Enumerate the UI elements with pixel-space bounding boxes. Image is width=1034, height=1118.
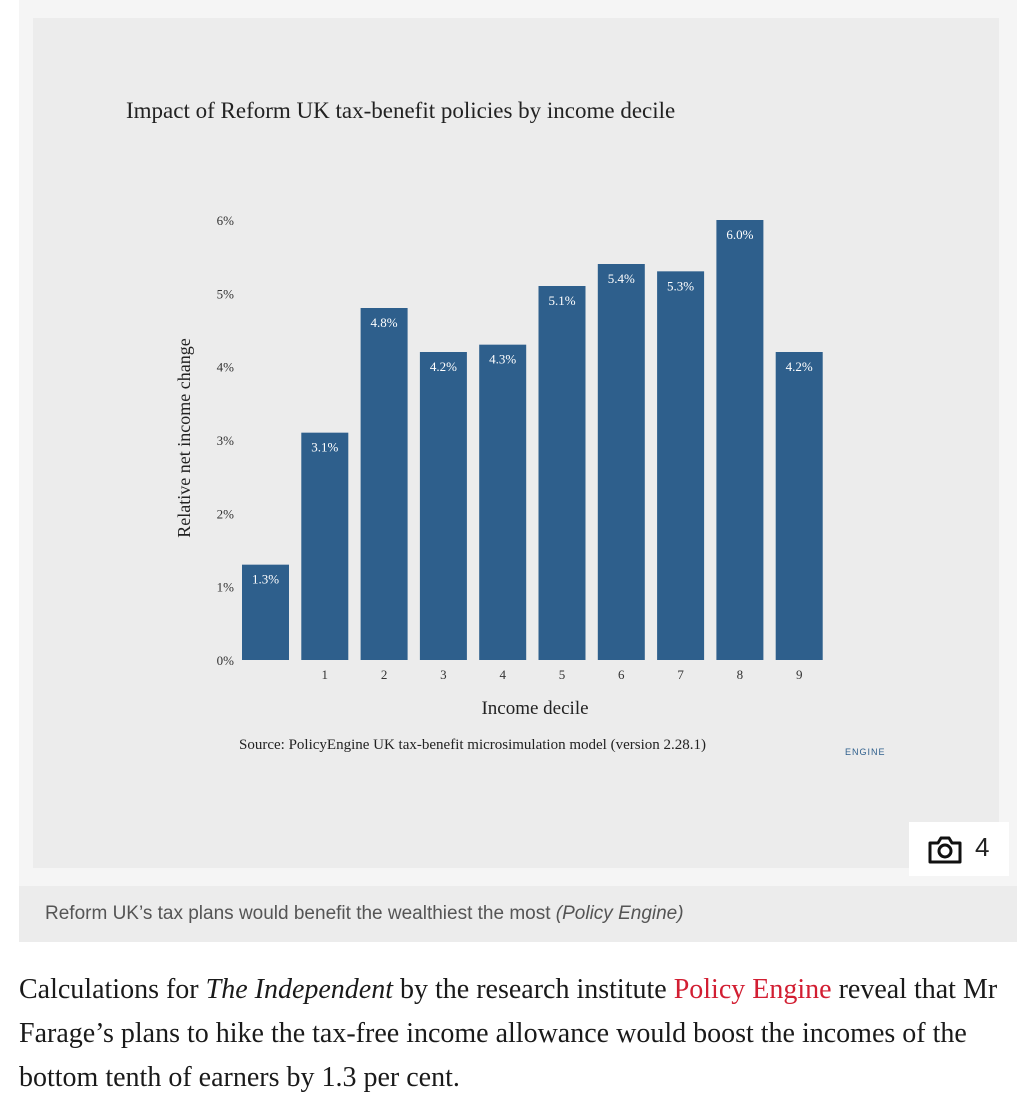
bar (360, 308, 408, 660)
bar-data-label: 4.2% (786, 359, 813, 374)
x-tick-label: 9 (796, 667, 803, 682)
policy-engine-link[interactable]: Policy Engine (673, 974, 832, 1005)
x-tick-label: 1 (322, 667, 329, 682)
article-figure: Impact of Reform UK tax-benefit policies… (19, 0, 1017, 886)
bar-chart: Impact of Reform UK tax-benefit policies… (126, 98, 886, 757)
camera-icon (928, 836, 962, 864)
bar (301, 432, 349, 660)
bar (657, 271, 705, 660)
y-tick-label: 4% (217, 360, 235, 375)
bar-data-label: 6.0% (726, 227, 753, 242)
bar (538, 286, 586, 660)
bar-data-label: 5.3% (667, 278, 694, 293)
bar (597, 264, 645, 660)
bar (716, 220, 764, 660)
bar (479, 344, 527, 660)
paragraph-text: reveal that Mr Farage’s plans to hike th… (19, 974, 998, 1093)
caption-text: Reform UK’s tax plans would benefit the … (45, 903, 551, 924)
bar (419, 352, 467, 660)
article-paragraph: Calculations for The Independent by the … (19, 968, 1019, 1100)
x-tick-label: 3 (440, 667, 447, 682)
y-tick-label: 2% (217, 506, 235, 521)
gallery-button[interactable]: 4 (909, 822, 1009, 876)
bar-data-label: 3.1% (311, 440, 338, 455)
caption-credit: (Policy Engine) (555, 903, 684, 924)
paragraph-text: Calculations for (19, 974, 206, 1005)
bar-data-label: 5.1% (548, 293, 575, 308)
x-tick-label: 2 (381, 667, 388, 682)
x-tick-label: 5 (559, 667, 566, 682)
bar-data-label: 4.8% (371, 315, 398, 330)
chart-title: Impact of Reform UK tax-benefit policies… (126, 98, 675, 123)
x-tick-label: 8 (737, 667, 744, 682)
bar-data-label: 5.4% (608, 271, 635, 286)
y-tick-label: 0% (217, 653, 235, 668)
bar-data-label: 4.2% (430, 359, 457, 374)
bar (242, 564, 289, 660)
publication-name: The Independent (205, 974, 394, 1005)
bar (775, 352, 823, 660)
chart-source: Source: PolicyEngine UK tax-benefit micr… (239, 737, 706, 753)
x-tick-label: 7 (677, 667, 684, 682)
x-axis-label: Income decile (481, 698, 588, 719)
y-tick-label: 5% (217, 286, 235, 301)
y-tick-label: 6% (217, 213, 235, 228)
chart-image[interactable]: Impact of Reform UK tax-benefit policies… (33, 18, 999, 868)
x-tick-label: 4 (499, 667, 506, 682)
x-tick-label: 6 (618, 667, 625, 682)
y-tick-label: 3% (217, 433, 235, 448)
figure-caption: Reform UK’s tax plans would benefit the … (19, 886, 1017, 942)
y-tick-label: 1% (217, 580, 235, 595)
policyengine-logo: ENGINE (845, 747, 886, 757)
y-axis-label: Relative net income change (174, 338, 194, 537)
bar-data-label: 1.3% (252, 572, 279, 587)
gallery-count: 4 (975, 832, 990, 862)
bar-data-label: 4.3% (489, 352, 516, 367)
paragraph-text: by the research institute (393, 974, 674, 1005)
